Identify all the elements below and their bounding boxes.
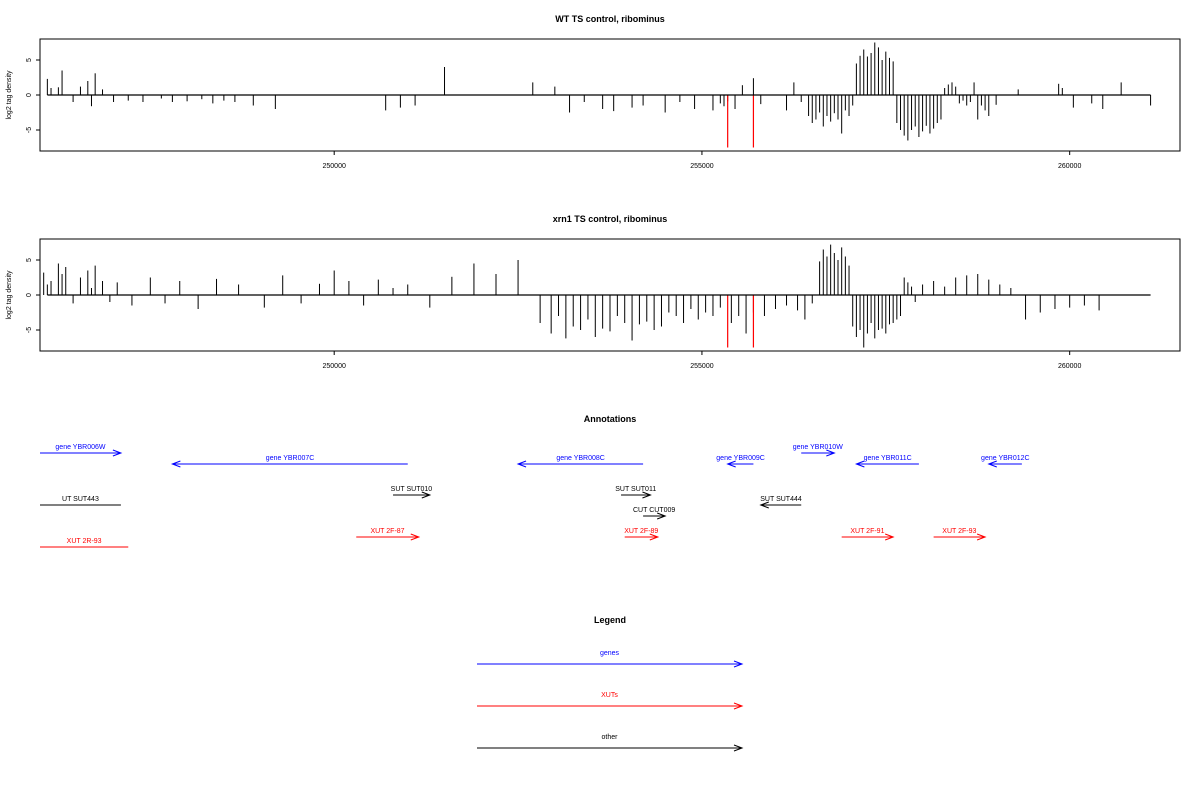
wt-x-tick-label: 250000 (323, 163, 346, 170)
annotation-arrowhead (421, 491, 432, 499)
xrn1-y-axis: -5 0 5 (26, 258, 40, 333)
legend-label: XUTs (601, 692, 618, 699)
wt-y-axis: -5 0 5 (26, 58, 40, 133)
xrn1-y-tick-label: 5 (26, 258, 33, 262)
legend-arrowhead (733, 660, 744, 668)
annotation-arrowhead (826, 449, 836, 457)
annotation-label: gene YBR008C (556, 455, 605, 462)
annotation-label: gene YBR007C (266, 455, 315, 462)
xrn1-y-tick-label: 0 (26, 293, 33, 297)
wt-y-axis-label: log2 tag density (6, 70, 13, 120)
wt-y-tick-label: 5 (26, 58, 33, 62)
xrn1-panel: xrn1 TS control, ribominus log2 tag dens… (6, 214, 1181, 370)
annotation-label: gene YBR011C (864, 455, 912, 462)
legend-panel: Legend genes XUTs other (477, 615, 744, 752)
wt-bars (46, 42, 1152, 148)
xrn1-x-tick-label: 255000 (690, 363, 713, 370)
legend-label: other (602, 734, 619, 741)
legend-arrowhead (733, 744, 744, 752)
wt-x-tick-label: 255000 (690, 163, 713, 170)
annotation-label: SUT SUT011 (615, 486, 656, 493)
annotation-label: XUT 2F-89 (624, 528, 658, 535)
annotation-label: CUT CUT009 (633, 507, 675, 514)
xrn1-panel-title: xrn1 TS control, ribominus (553, 214, 668, 224)
xrn1-bars (43, 244, 1100, 348)
annotation-arrowhead (759, 501, 769, 509)
annotation-arrowhead (112, 449, 123, 457)
annotation-label: gene YBR006W (55, 444, 105, 451)
xrn1-x-tick-label: 250000 (323, 363, 346, 370)
annotations-title: Annotations (584, 414, 637, 424)
annotation-label: XUT 2F-87 (370, 528, 404, 535)
annotation-arrowhead (884, 533, 895, 541)
legend-title: Legend (594, 615, 626, 625)
legend-items: genes XUTs other (477, 650, 744, 752)
wt-y-tick-label: -5 (26, 127, 33, 133)
annotation-label: UT SUT443 (62, 496, 99, 503)
annotation-label: gene YBR009C (716, 455, 765, 462)
annotation-arrowhead (649, 533, 660, 541)
annotation-tracks: gene YBR006W gene YBR007C gene YBR008C gene… (40, 444, 1030, 548)
xrn1-y-tick-label: -5 (26, 327, 33, 333)
annotation-label: SUT SUT010 (391, 486, 433, 493)
xrn1-x-axis: 250000 255000 260000 (323, 351, 1081, 370)
wt-x-tick-label: 260000 (1058, 163, 1081, 170)
annotation-arrowhead (726, 460, 736, 468)
annotation-label: SUT SUT444 (760, 496, 802, 503)
legend-label: genes (600, 650, 620, 657)
wt-x-axis: 250000 255000 260000 (323, 151, 1081, 170)
annotation-arrowhead (642, 491, 652, 499)
annotation-label: XUT 2F-93 (942, 528, 976, 535)
annotation-label: XUT 2R-93 (67, 538, 102, 545)
annotation-arrowhead (410, 533, 421, 541)
annotation-label: gene YBR012C (981, 455, 1030, 462)
annotation-arrowhead (987, 460, 997, 468)
wt-panel-title: WT TS control, ribominus (555, 14, 665, 24)
annotation-arrowhead (516, 460, 527, 468)
annotation-arrowhead (854, 460, 865, 468)
annotation-label: XUT 2F-91 (850, 528, 884, 535)
annotation-arrowhead (656, 512, 667, 520)
annotation-label: gene YBR010W (793, 444, 843, 451)
wt-panel: WT TS control, ribominus log2 tag densit… (6, 14, 1181, 170)
wt-y-tick-label: 0 (26, 93, 33, 97)
annotation-arrowhead (170, 460, 181, 468)
xrn1-y-axis-label: log2 tag density (6, 270, 13, 320)
xrn1-x-tick-label: 260000 (1058, 363, 1081, 370)
annotation-arrowhead (976, 533, 987, 541)
legend-arrowhead (733, 702, 744, 710)
